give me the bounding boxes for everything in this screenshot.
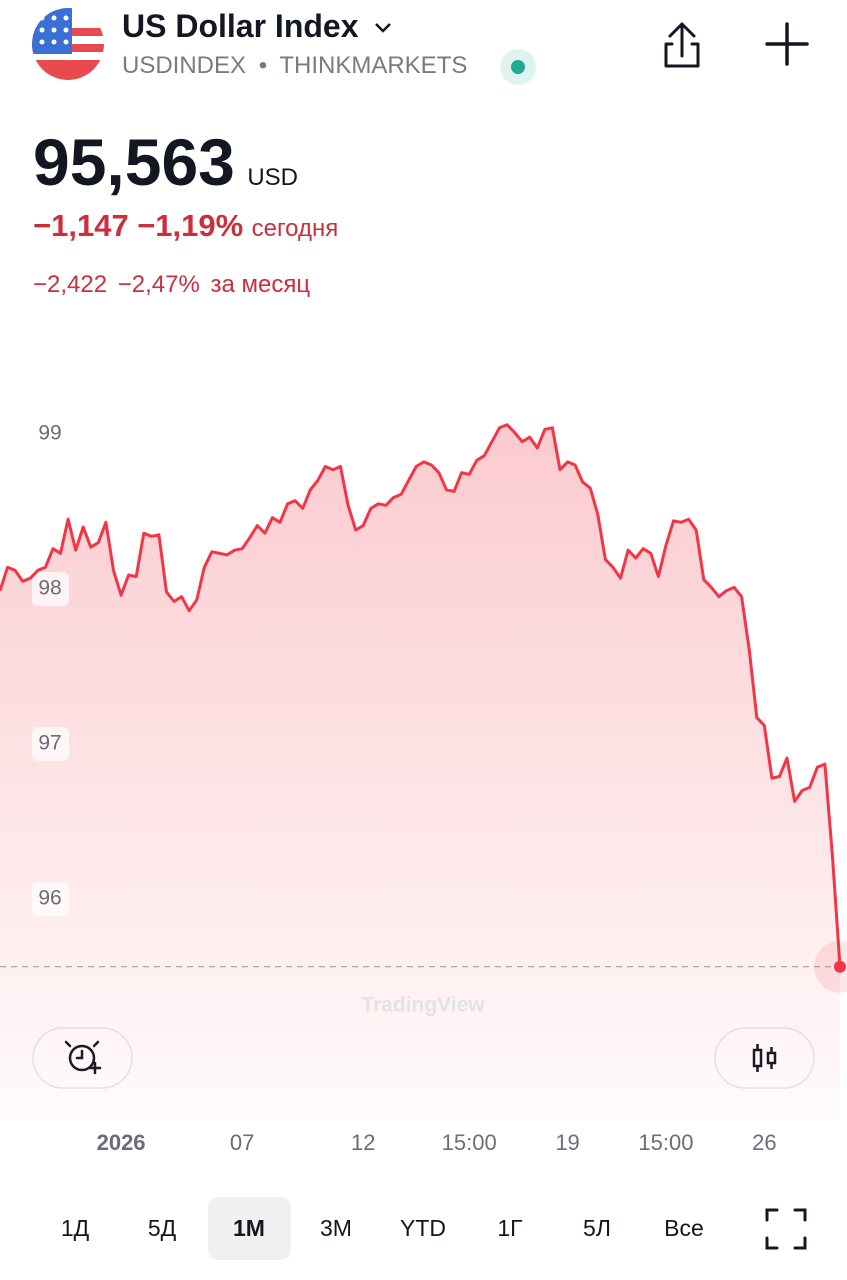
month-change-value: −2,422: [33, 271, 108, 298]
last-point-halo: [814, 940, 847, 993]
dropdown-icon[interactable]: [375, 23, 391, 33]
y-tick-label: 97: [38, 732, 61, 755]
x-tick-label: 26: [752, 1130, 776, 1155]
y-tick-label: 98: [38, 577, 61, 600]
change-period: сегодня: [251, 215, 339, 242]
x-tick-label: 15:00: [442, 1130, 497, 1155]
exchange: THINKMARKETS: [279, 52, 468, 79]
y-tick-bg: [32, 417, 69, 451]
x-tick-label: 07: [230, 1130, 254, 1155]
y-tick-label: 99: [38, 422, 61, 445]
range-button[interactable]: 1Д: [61, 1215, 90, 1241]
range-button[interactable]: Все: [664, 1215, 704, 1241]
watermark: TradingView: [361, 994, 485, 1017]
x-tick-label: 19: [555, 1130, 579, 1155]
range-button[interactable]: YTD: [400, 1215, 446, 1241]
share-button[interactable]: [664, 22, 700, 68]
range-button[interactable]: 1Г: [497, 1215, 523, 1241]
month-period: за месяц: [210, 271, 311, 298]
last-point: [834, 960, 846, 973]
month-change-pct: −2,47%: [117, 271, 200, 298]
month-change: −2,422 −2,47% за месяц: [33, 271, 310, 299]
y-tick-label: 96: [38, 887, 61, 910]
price: 95,563: [33, 125, 235, 199]
price-line: [0, 423, 842, 967]
x-tick-label: 2026: [97, 1130, 146, 1155]
change-pct: −1,19%: [137, 208, 244, 243]
price-line: 95,563 USD: [33, 124, 298, 200]
change: −1,147: [33, 208, 129, 243]
flag-icon: [32, 8, 104, 80]
fullscreen-button[interactable]: [765, 1208, 807, 1250]
y-tick-bg: [32, 882, 69, 916]
day-change: −1,147 −1,19% сегодня: [33, 208, 338, 244]
currency: USD: [247, 164, 298, 191]
range-button[interactable]: 5Л: [583, 1215, 611, 1241]
y-tick-bg: [32, 572, 69, 606]
status-dot: [511, 60, 525, 74]
y-tick-bg: [32, 727, 69, 761]
range-button[interactable]: 1М: [233, 1215, 265, 1241]
symbol: USDINDEX: [122, 52, 247, 79]
add-button[interactable]: [765, 22, 809, 66]
symbol-line: USDINDEX • THINKMARKETS: [122, 52, 467, 80]
x-tick-label: 12: [351, 1130, 375, 1155]
separator: •: [258, 52, 268, 79]
x-tick-label: 15:00: [638, 1130, 693, 1155]
symbol-title[interactable]: US Dollar Index: [122, 8, 359, 44]
area: [0, 424, 840, 1120]
range-selected-bg: [208, 1197, 291, 1260]
range-button[interactable]: 3М: [320, 1215, 352, 1241]
range-button[interactable]: 5Д: [148, 1215, 177, 1241]
